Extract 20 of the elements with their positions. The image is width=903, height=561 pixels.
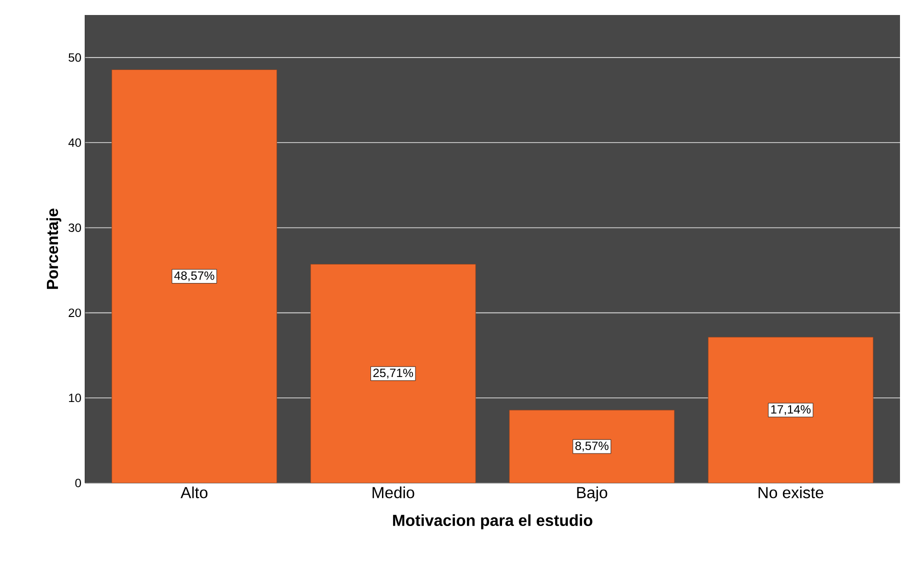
data-label: 17,14% [771,405,811,415]
x-tick-label: Alto [180,486,208,498]
y-tick-label: 50 [68,53,82,62]
x-axis-title: Motivacion para el estudio [393,514,592,530]
y-tick-label: 10 [69,394,82,402]
y-axis-title: Porcentaje [46,208,62,289]
bar [310,264,476,483]
x-tick-label: Medio [372,486,414,498]
data-label: 25,71% [373,368,414,379]
x-tick-label: Bajo [577,486,608,502]
bar [708,336,874,483]
y-tick-label: 20 [68,308,82,318]
bar [112,70,278,483]
bar [509,410,675,483]
data-label: 48,57% [174,271,214,282]
y-tick-label: 0 [75,478,82,488]
x-tick-label: No existe [758,486,824,498]
y-tick-label: 30 [68,223,82,232]
data-label: 8,57% [575,442,608,452]
y-tick-label: 40 [68,138,82,147]
